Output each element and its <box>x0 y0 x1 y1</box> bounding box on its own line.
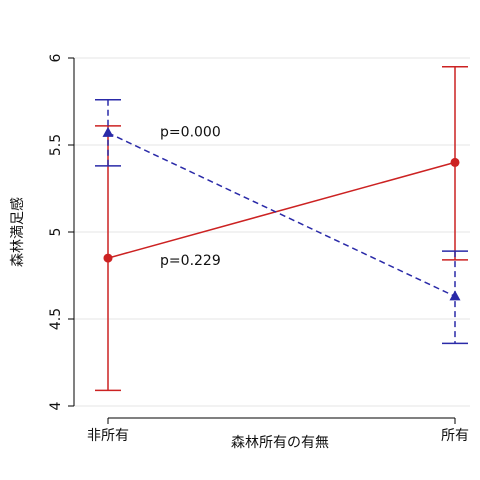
grid-lines <box>74 57 470 407</box>
x-axis-title: 森林所有の有無 <box>231 435 329 451</box>
y-ticks: 4 4.5 5 5.5 6 <box>48 53 74 410</box>
y-tick-label: 5 <box>48 228 64 237</box>
x-tick-label: 非所有 <box>87 428 129 444</box>
annotation-layer: p=0.000 p=0.229 <box>160 124 221 269</box>
series-0-point-0 <box>103 253 113 263</box>
series-1 <box>95 99 468 345</box>
series-0-point-1 <box>450 157 460 167</box>
series-1-line <box>107 132 456 298</box>
series-layer <box>95 65 468 392</box>
y-tick-label: 5.5 <box>48 134 64 156</box>
p-value-annotation-1: p=0.229 <box>160 253 221 269</box>
x-tick-label: 所有 <box>441 428 469 444</box>
y-tick-label: 6 <box>48 53 64 62</box>
series-0-line <box>107 161 456 259</box>
y-axis-title: 森林満足感 <box>9 197 26 267</box>
series-0 <box>95 65 468 392</box>
x-ticks: 非所有 所有 <box>87 418 469 444</box>
series-1-point-1 <box>449 290 461 301</box>
series-1-point-0 <box>102 126 114 137</box>
y-tick-label: 4 <box>48 401 64 410</box>
p-value-annotation-0: p=0.000 <box>160 124 221 140</box>
y-tick-label: 4.5 <box>48 308 64 330</box>
